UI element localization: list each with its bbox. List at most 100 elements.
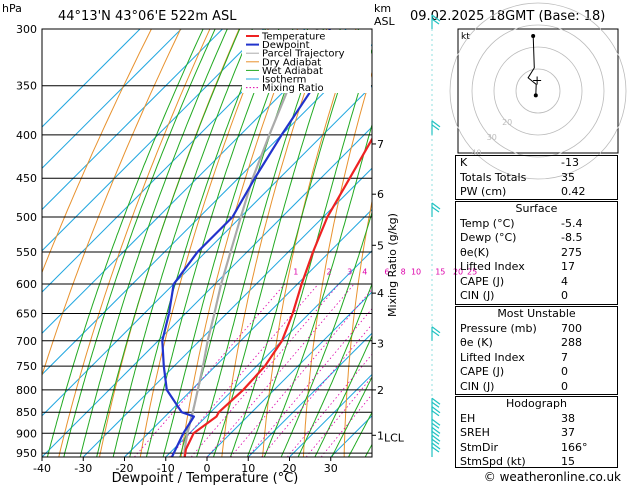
- row-label: Temp (°C): [460, 216, 515, 230]
- row-value: 0: [561, 379, 568, 393]
- wind-barb-flag: [431, 406, 441, 414]
- row-value: 15: [561, 455, 575, 468]
- wind-barb-flag: [431, 442, 441, 450]
- legend-label: Wet Adiabat: [262, 66, 323, 77]
- pressure-tick-label: 450: [16, 172, 37, 185]
- wind-barb-flag: [431, 124, 440, 131]
- hodograph-start-point: [533, 93, 538, 98]
- temperature-tick-label: -10: [157, 462, 175, 475]
- pressure-tick-label: 500: [16, 211, 37, 224]
- mixing-ratio-line: [247, 308, 372, 457]
- wind-barb-flag: [431, 410, 440, 417]
- height-axis: 7 6 5 4 3 2 1 LCL: [372, 138, 405, 444]
- wind-barb-flag: [431, 434, 441, 442]
- hodograph-ring: [471, 24, 605, 158]
- height-tick-label: 2: [377, 384, 384, 397]
- table-row: CIN (J) 0: [456, 289, 617, 304]
- row-value: 275: [561, 245, 582, 259]
- isotherm-line: [42, 126, 372, 457]
- temperature-line: [183, 137, 372, 457]
- hodograph-ring: [449, 2, 627, 180]
- row-value: -8.5: [561, 231, 583, 244]
- row-label: θe(K): [460, 245, 490, 259]
- pressure-tick-label: 800: [16, 384, 37, 397]
- table-row: CAPE (J) 4: [456, 275, 617, 290]
- hodograph-ring-label: 20: [502, 118, 512, 127]
- mixing-ratio-labels: 1 2 3 4 6 8 10 15 20 25: [293, 268, 477, 277]
- km-unit-label: km: [374, 2, 391, 15]
- wind-barb-flag: [431, 202, 441, 210]
- table-row: Dewp (°C) -8.5: [456, 231, 617, 246]
- pressure-axis: 300 350 400 450 500 550 600 650 700 750 800 850 900 9…: [16, 23, 37, 460]
- temperature-tick-label: 20: [283, 462, 297, 475]
- row-label: K: [460, 156, 468, 169]
- height-tick-label: 7: [377, 138, 384, 151]
- row-value: -13: [561, 156, 579, 169]
- most-unstable-title: Most Unstable: [497, 307, 576, 320]
- mixing-ratio-lines: [134, 283, 372, 457]
- wind-barb-flag: [431, 446, 440, 453]
- row-label: EH: [460, 411, 476, 425]
- hodograph-title: Hodograph: [506, 397, 567, 410]
- row-value: 35: [561, 170, 575, 184]
- row-value: 700: [561, 321, 582, 335]
- wind-barb-flag: [431, 18, 440, 25]
- pressure-tick-label: 950: [16, 447, 37, 460]
- table-row: Lifted Index 17: [456, 260, 617, 275]
- mixing-ratio-label: 1: [293, 268, 298, 277]
- wind-barb-flag: [431, 14, 441, 22]
- isotherm-line: [289, 373, 372, 457]
- height-tick-label: 4: [377, 287, 384, 300]
- hodograph-ring-label: 30: [487, 133, 497, 142]
- table-row: StmDir 166°: [456, 441, 617, 456]
- wind-barbs: [431, 14, 441, 457]
- storm-motion-marker: [533, 76, 542, 85]
- row-value: 38: [561, 411, 575, 425]
- table-row: StmSpd (kt) 15: [456, 455, 617, 470]
- asl-unit-label: ASL: [374, 15, 396, 28]
- row-label: StmSpd (kt): [460, 455, 526, 468]
- temperature-axis: -40 -30 -20 -10 0 10 20 30: [33, 457, 338, 475]
- mixing-ratio-line: [261, 323, 372, 457]
- dewpoint-line: [161, 29, 331, 457]
- mixing-ratio-line: [286, 353, 372, 457]
- row-value: 166°: [561, 440, 588, 454]
- row-label: CAPE (J): [460, 365, 505, 378]
- table-row: Temp (°C) -5.4: [456, 217, 617, 232]
- most-unstable-table: Most Unstable Pressure (mb) 700 θe (K) 288 L…: [455, 306, 618, 395]
- mixing-ratio-label: 25: [467, 268, 477, 277]
- table-row: PW (cm) 0.42: [456, 185, 617, 200]
- isotherm-line: [42, 29, 141, 128]
- row-label: Dewp (°C): [460, 231, 517, 244]
- height-tick-label: 5: [377, 239, 384, 252]
- pressure-tick-label: 600: [16, 278, 37, 291]
- table-row: Totals Totals 35: [456, 171, 617, 186]
- hodograph-unit-label: kt: [461, 32, 470, 42]
- pressure-tick-label: 300: [16, 23, 37, 36]
- mixing-ratio-axis-title: Mixing Ratio (g/kg): [386, 213, 399, 317]
- wind-barb-flag: [431, 426, 441, 434]
- height-tick-label: 1: [377, 429, 384, 442]
- row-label: CIN (J): [460, 379, 495, 393]
- row-value: 0.42: [561, 185, 586, 198]
- table-row: Pressure (mb) 700: [456, 322, 617, 337]
- sounding-series: [161, 29, 372, 457]
- isotherm-line: [42, 43, 372, 376]
- isotherm-line: [42, 29, 182, 169]
- hodograph-ring: [515, 68, 561, 114]
- table-row: θe(K) 275: [456, 246, 617, 261]
- isotherm-line: [165, 250, 372, 457]
- parcel-trajectory-line: [183, 29, 319, 457]
- row-value: 7: [561, 350, 568, 364]
- isotherm-line: [42, 85, 372, 417]
- hodograph-trace: [527, 35, 537, 96]
- table-row: CIN (J) 0: [456, 380, 617, 395]
- mixing-ratio-label: 4: [362, 268, 367, 277]
- hodograph-table: Hodograph EH 38 SREH 37 StmDir 166° StmSpd (kt…: [455, 396, 618, 468]
- wind-barb-flag: [431, 438, 440, 445]
- hodograph-plot: 20 30 40 kt: [449, 2, 627, 180]
- row-label: θe (K): [460, 336, 493, 349]
- pressure-tick-label: 350: [16, 80, 37, 93]
- pressure-tick-label: 400: [16, 129, 37, 142]
